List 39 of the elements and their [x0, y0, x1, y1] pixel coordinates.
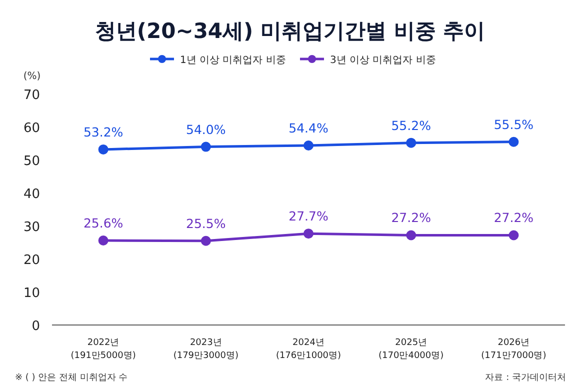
- y-tick-label: 20: [23, 253, 40, 268]
- text: 자료 : 국가데이터처: [485, 373, 566, 383]
- y-tick-label: 30: [23, 220, 40, 235]
- point: [98, 236, 108, 246]
- y-tick-label: 0: [32, 319, 40, 334]
- data-label: 27.7%: [288, 208, 328, 224]
- data-label: 55.2%: [391, 118, 432, 133]
- point: [406, 138, 416, 148]
- data-label: 54.0%: [186, 122, 226, 137]
- y-axis-title: (%): [23, 71, 41, 82]
- data-label: 25.5%: [186, 216, 226, 231]
- point: [304, 228, 314, 239]
- point: [98, 144, 108, 154]
- data-label: 27.2%: [391, 210, 432, 226]
- text: ※ ( ) 안은 전체 미취업자 수: [15, 373, 128, 383]
- point: [200, 236, 211, 246]
- x-tick-label: 2026년 (171만7000명): [481, 338, 546, 361]
- chart-title: 청년(20~34세) 미취업기간별 비중 추이: [94, 19, 486, 43]
- y-tick-label: 40: [23, 187, 40, 202]
- data-label: 54.4%: [288, 120, 328, 136]
- data-label: 27.2%: [494, 210, 534, 226]
- y-tick-label: 10: [23, 286, 40, 301]
- data-label: 53.2%: [83, 124, 124, 140]
- point: [508, 136, 519, 147]
- point: [508, 230, 519, 240]
- x-tick-label: 2025년 (170만4000명): [378, 338, 444, 361]
- legend-label: 3년 이상 미취업자 비중: [330, 55, 436, 66]
- point: [406, 230, 416, 240]
- x-tick-label: 2023년 (179만3000명): [173, 338, 238, 361]
- data-label: 55.5%: [494, 116, 534, 132]
- y-tick-label: 60: [23, 121, 40, 136]
- y-tick-label: 50: [23, 154, 40, 169]
- y-tick-label: 70: [23, 88, 40, 103]
- data-label: 25.6%: [83, 216, 124, 231]
- point: [304, 140, 314, 150]
- point: [200, 142, 211, 152]
- x-tick-label: 2022년 (191만5000명): [70, 338, 136, 361]
- legend-label: 1년 이상 미취업자 비중: [180, 55, 286, 66]
- x-tick-label: 2024년 (176만1000명): [276, 338, 342, 361]
